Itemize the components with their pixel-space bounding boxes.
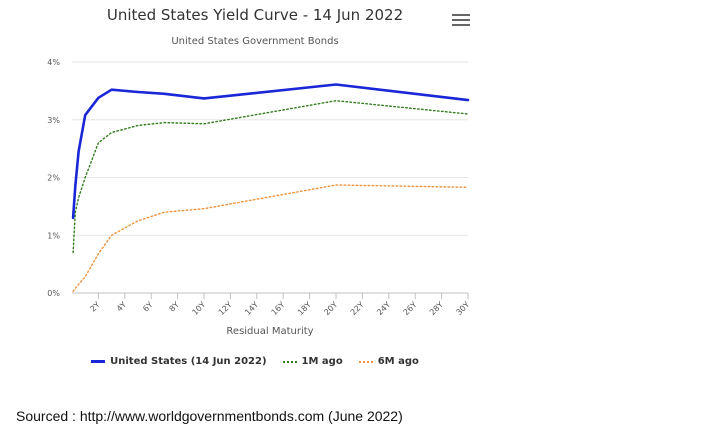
x-tick-label: 30Y bbox=[454, 300, 471, 317]
legend-item-united-states[interactable]: United States (14 Jun 2022) bbox=[91, 356, 267, 367]
x-tick-label: 8Y bbox=[168, 300, 181, 313]
x-tick-label: 4Y bbox=[115, 300, 128, 313]
x-tick-label: 26Y bbox=[402, 300, 419, 317]
legend-label: United States (14 Jun 2022) bbox=[110, 356, 267, 367]
x-tick-label: 20Y bbox=[322, 300, 339, 317]
legend-swatch bbox=[91, 360, 106, 363]
x-tick-label: 12Y bbox=[217, 300, 234, 317]
y-tick-label: 1% bbox=[47, 231, 60, 240]
legend-item-1m-ago[interactable]: 1M ago bbox=[282, 356, 343, 367]
x-tick-label: 28Y bbox=[428, 300, 445, 317]
source-note: Sourced : http://www.worldgovernmentbond… bbox=[16, 408, 403, 424]
chart-title: United States Yield Curve - 14 Jun 2022 bbox=[106, 6, 404, 24]
y-tick-label: 0% bbox=[47, 289, 60, 298]
legend-label: 1M ago bbox=[301, 356, 343, 367]
y-tick-label: 2% bbox=[47, 174, 60, 183]
x-tick-label: 2Y bbox=[88, 300, 101, 313]
y-tick-label: 3% bbox=[47, 116, 60, 125]
x-tick-label: 22Y bbox=[349, 300, 366, 317]
series-line bbox=[71, 83, 470, 220]
legend-swatch bbox=[358, 360, 373, 363]
series-line bbox=[72, 99, 469, 254]
series-line bbox=[72, 184, 469, 292]
x-tick-label: 10Y bbox=[190, 300, 207, 317]
y-tick-label: 4% bbox=[47, 58, 60, 67]
legend-label: 6M ago bbox=[377, 356, 419, 367]
x-axis-title: Residual Maturity bbox=[226, 326, 313, 337]
legend-swatch bbox=[282, 360, 297, 363]
x-tick-label: 6Y bbox=[141, 300, 154, 313]
x-tick-label: 24Y bbox=[375, 300, 392, 317]
x-tick-label: 16Y bbox=[270, 300, 287, 317]
chart-legend: United States (14 Jun 2022) 1M ago 6M ag… bbox=[0, 356, 510, 367]
chart-subtitle: United States Government Bonds bbox=[171, 36, 339, 47]
legend-item-6m-ago[interactable]: 6M ago bbox=[358, 356, 419, 367]
hamburger-menu-icon[interactable] bbox=[452, 12, 470, 28]
x-tick-label: 18Y bbox=[296, 300, 313, 317]
x-tick-label: 14Y bbox=[243, 300, 260, 317]
